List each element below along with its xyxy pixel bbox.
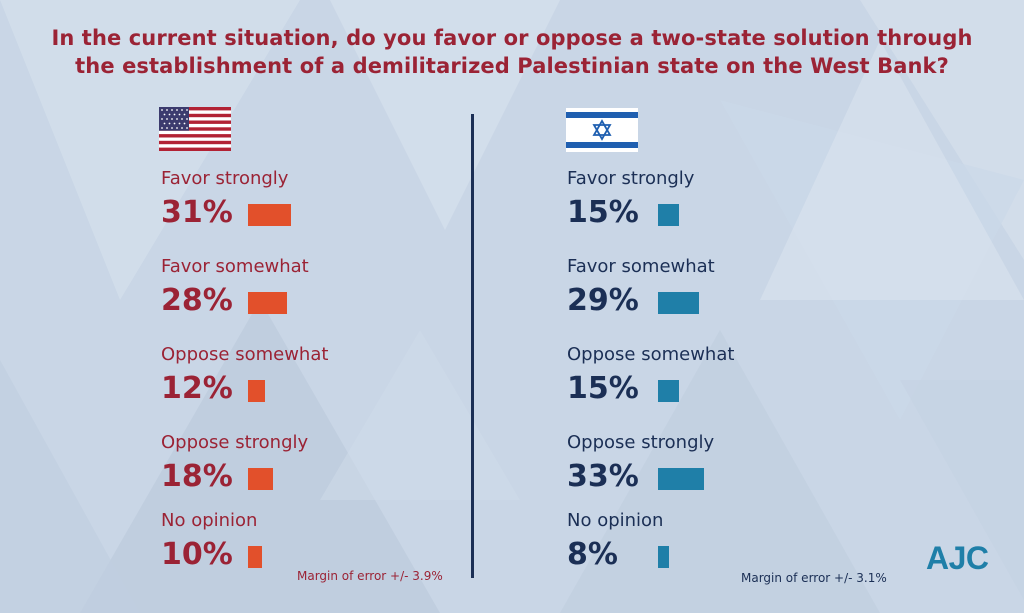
il-label: Favor strongly <box>567 168 695 189</box>
us-label: No opinion <box>161 510 258 531</box>
il-percent: 33% <box>567 459 639 494</box>
us-margin-of-error: Margin of error +/- 3.9% <box>297 569 443 583</box>
us-bar <box>248 546 262 568</box>
column-divider <box>471 114 474 578</box>
il-label: Oppose strongly <box>567 432 715 453</box>
title-line-1: In the current situation, do you favor o… <box>51 26 973 50</box>
il-percent: 15% <box>567 371 639 406</box>
il-item-oppose-somewhat: Oppose somewhat 15% <box>567 344 867 424</box>
il-bar <box>658 204 679 226</box>
title-line-2: the establishment of a demilitarized Pal… <box>75 54 949 78</box>
us-flag-icon <box>159 107 231 151</box>
il-percent: 8% <box>567 537 618 572</box>
us-percent: 31% <box>161 195 233 230</box>
il-percent: 15% <box>567 195 639 230</box>
us-item-oppose-somewhat: Oppose somewhat 12% <box>161 344 461 424</box>
us-percent: 28% <box>161 283 233 318</box>
il-item-oppose-strongly: Oppose strongly 33% <box>567 432 867 512</box>
us-item-oppose-strongly: Oppose strongly 18% <box>161 432 461 512</box>
us-item-favor-somewhat: Favor somewhat 28% <box>161 256 461 336</box>
il-margin-of-error: Margin of error +/- 3.1% <box>741 571 887 585</box>
israel-flag-icon <box>566 108 638 152</box>
us-label: Favor somewhat <box>161 256 309 277</box>
il-item-favor-strongly: Favor strongly 15% <box>567 168 867 248</box>
il-bar <box>658 380 679 402</box>
il-label: No opinion <box>567 510 664 531</box>
il-item-favor-somewhat: Favor somewhat 29% <box>567 256 867 336</box>
us-percent: 12% <box>161 371 233 406</box>
us-bar <box>248 292 287 314</box>
il-bar <box>658 468 704 490</box>
us-item-favor-strongly: Favor strongly 31% <box>161 168 461 248</box>
us-bar <box>248 380 265 402</box>
us-item-no-opinion: No opinion 10% <box>161 510 461 590</box>
il-bar <box>658 546 669 568</box>
us-percent: 18% <box>161 459 233 494</box>
us-label: Oppose strongly <box>161 432 309 453</box>
il-label: Favor somewhat <box>567 256 715 277</box>
chart-title: In the current situation, do you favor o… <box>0 24 1024 80</box>
il-bar <box>658 292 699 314</box>
ajc-logo: AJC <box>926 540 989 576</box>
us-label: Oppose somewhat <box>161 344 329 365</box>
il-percent: 29% <box>567 283 639 318</box>
il-label: Oppose somewhat <box>567 344 735 365</box>
us-bar <box>248 204 291 226</box>
il-item-no-opinion: No opinion 8% <box>567 510 867 590</box>
us-percent: 10% <box>161 537 233 572</box>
us-label: Favor strongly <box>161 168 289 189</box>
us-bar <box>248 468 273 490</box>
